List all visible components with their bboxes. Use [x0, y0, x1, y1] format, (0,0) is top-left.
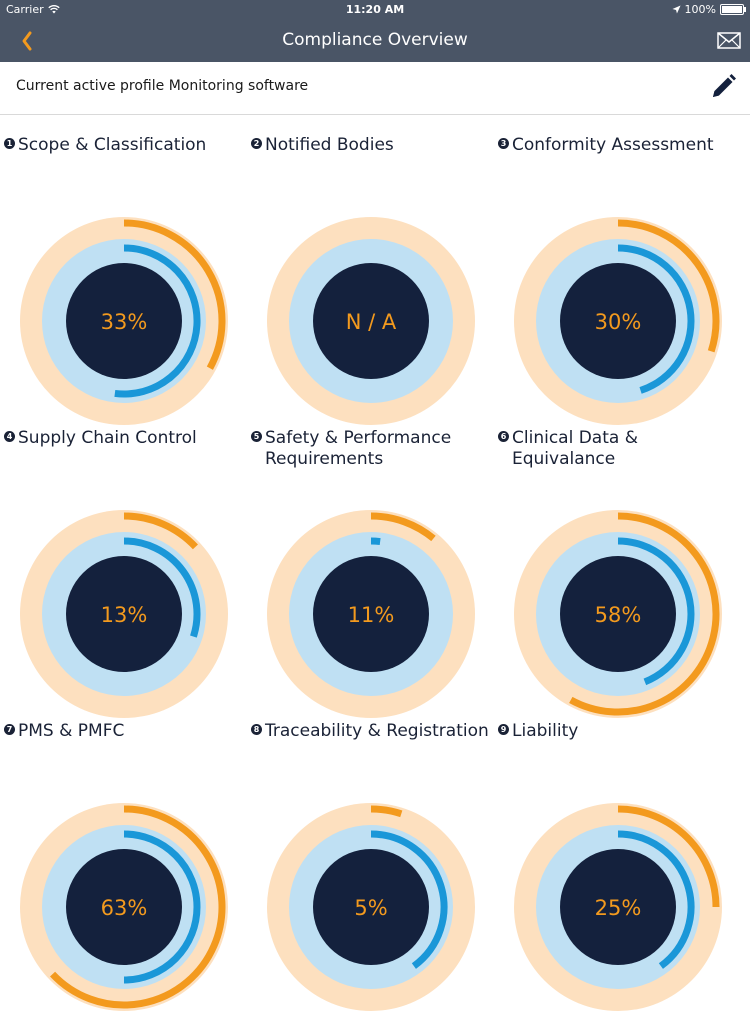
- outer-progress-arc: [569, 512, 720, 716]
- center-disc: [560, 556, 676, 672]
- progress-ring: 33%: [20, 217, 228, 425]
- inner-progress-arc: [123, 830, 201, 984]
- category-title: Liability: [512, 721, 579, 741]
- progress-ring: 13%: [20, 510, 228, 718]
- center-disc: [66, 263, 182, 379]
- inner-progress-arc: [370, 830, 448, 969]
- carrier-info: Carrier: [6, 3, 60, 16]
- progress-ring: 25%: [514, 803, 722, 1011]
- mail-button[interactable]: [716, 30, 742, 52]
- pencil-icon: [713, 74, 736, 97]
- inner-progress-arc: [617, 830, 695, 969]
- outer-progress-arc: [617, 219, 720, 353]
- percent-label: 11%: [348, 603, 395, 627]
- inner-progress-arc: [114, 244, 201, 398]
- percent-label: 33%: [101, 310, 148, 334]
- percent-label: 25%: [595, 896, 642, 920]
- category-title: Traceability & Registration: [265, 721, 489, 741]
- battery-icon: [720, 4, 746, 15]
- percent-label: 63%: [101, 896, 148, 920]
- category-title: Safety & Performance Requirements: [265, 428, 452, 469]
- progress-ring: 5%: [267, 803, 475, 1011]
- category-number: 4: [4, 431, 15, 442]
- wifi-icon: [47, 5, 60, 14]
- percent-label: 30%: [595, 310, 642, 334]
- percent-label: N / A: [346, 310, 397, 334]
- progress-ring: 30%: [514, 217, 722, 425]
- progress-ring: 58%: [514, 510, 722, 718]
- center-disc: [560, 263, 676, 379]
- inner-progress-arc: [617, 244, 695, 394]
- category-number: 6: [498, 431, 509, 442]
- outer-progress-arc: [123, 512, 198, 550]
- category-card[interactable]: 6 Clinical Data & Equivalance 58%: [494, 408, 740, 718]
- battery-percent: 100%: [684, 3, 716, 16]
- percent-label: 13%: [101, 603, 148, 627]
- category-number: 1: [4, 138, 15, 149]
- category-card[interactable]: 9 Liability 25%: [494, 701, 740, 1011]
- category-number: 7: [4, 724, 15, 735]
- category-title: PMS & PMFC: [18, 721, 125, 741]
- category-card[interactable]: 3 Conformity Assessment 30%: [494, 115, 740, 425]
- edit-profile-button[interactable]: [708, 72, 738, 102]
- active-profile-row: Current active profile Monitoring softwa…: [0, 62, 750, 115]
- category-card[interactable]: 8 Traceability & Registration 5%: [247, 701, 493, 1011]
- category-card[interactable]: 2 Notified Bodies N / A: [247, 115, 493, 425]
- center-disc: [66, 849, 182, 965]
- category-title: Supply Chain Control: [18, 428, 197, 448]
- category-card[interactable]: 5 Safety & Performance Requirements 11%: [247, 408, 493, 718]
- percent-label: 5%: [354, 896, 387, 920]
- progress-ring: N / A: [267, 217, 475, 425]
- progress-ring: 63%: [20, 803, 228, 1011]
- nav-bar: Compliance Overview: [0, 20, 750, 62]
- active-profile-label: Current active profile Monitoring softwa…: [16, 78, 309, 94]
- status-bar: Carrier 11:20 AM 100%: [0, 0, 750, 20]
- location-arrow-icon: [671, 5, 681, 14]
- page-title: Compliance Overview: [282, 30, 468, 50]
- outer-progress-arc: [617, 805, 720, 908]
- category-title: Conformity Assessment: [512, 135, 714, 155]
- category-title: Scope & Classification: [18, 135, 207, 155]
- carrier-label: Carrier: [6, 3, 44, 16]
- category-number: 3: [498, 138, 509, 149]
- category-number: 8: [251, 724, 262, 735]
- inner-progress-arc: [617, 537, 695, 686]
- category-card[interactable]: 1 Scope & Classification 33%: [0, 115, 246, 425]
- center-disc: [313, 556, 429, 672]
- center-disc: [66, 556, 182, 672]
- category-number: 5: [251, 431, 262, 442]
- back-button[interactable]: [14, 28, 44, 54]
- category-number: 9: [498, 724, 509, 735]
- category-card[interactable]: 7 PMS & PMFC 63%: [0, 701, 246, 1011]
- center-disc: [560, 849, 676, 965]
- inner-progress-arc: [123, 537, 201, 638]
- center-disc: [313, 849, 429, 965]
- category-card[interactable]: 4 Supply Chain Control 13%: [0, 408, 246, 718]
- chevron-left-icon: [22, 31, 32, 51]
- inner-progress-arc: [370, 537, 381, 546]
- category-title: Clinical Data & Equivalance: [512, 428, 638, 469]
- outer-progress-arc: [123, 219, 226, 370]
- status-right: 100%: [671, 3, 746, 16]
- compliance-grid: 1 Scope & Classification 33% 2 Notified …: [0, 115, 750, 1011]
- category-number: 2: [251, 138, 262, 149]
- outer-progress-arc: [370, 805, 403, 818]
- center-disc: [313, 263, 429, 379]
- clock: 11:20 AM: [345, 3, 405, 16]
- percent-label: 58%: [595, 603, 642, 627]
- progress-ring: 11%: [267, 510, 475, 718]
- envelope-icon: [717, 32, 741, 49]
- category-title: Notified Bodies: [265, 135, 394, 155]
- outer-progress-arc: [370, 512, 436, 542]
